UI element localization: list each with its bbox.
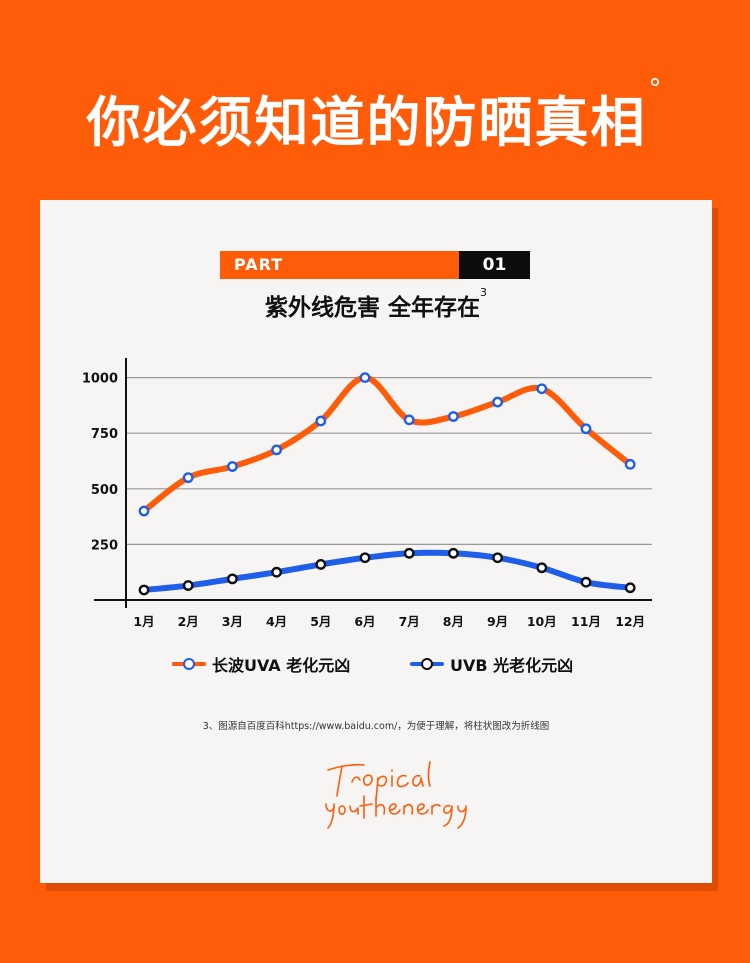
data-point-uvb-12 [624,582,636,594]
chart-title-text: 紫外线危害 全年存在 [264,295,480,321]
legend-swatch-uvb [410,657,444,671]
chart-title: 紫外线危害 全年存在3 [40,286,712,322]
legend-item-uva: 长波UVA 老化元凶 [172,652,350,676]
x-tick-label-5: 5月 [310,614,331,629]
title-degree-mark: ° [648,74,664,104]
y-tick-label-500: 500 [91,483,118,498]
data-point-uvb-1 [138,584,150,596]
content-card: PART 01 紫外线危害 全年存在3 1000 750 500 250 1月 2月 3月 4… [40,200,712,883]
data-point-uva-3 [226,461,238,472]
data-point-uva-7 [403,414,415,426]
x-tick-label-7: 7月 [399,614,420,629]
x-tick-label-9: 9月 [487,614,508,629]
part-label: PART [220,251,459,279]
data-point-uva-1 [138,505,150,517]
x-tick-label-2: 2月 [178,614,199,629]
data-point-uvb-7 [403,547,415,559]
legend-label-uvb: UVB 光老化元凶 [450,656,574,675]
series-line-uvb [141,549,634,593]
data-point-uva-10 [536,383,548,395]
legend-item-uvb: UVB 光老化元凶 [410,652,573,676]
data-point-uvb-6 [359,552,371,564]
part-number: 01 [459,251,530,279]
chart-legend: 长波UVA 老化元凶 UVB 光老化元凶 [40,652,712,678]
data-point-uva-11 [580,423,592,435]
page-title: 你必须知道的防晒真相° [0,74,750,157]
y-tick-label-250: 250 [91,538,118,553]
data-point-uvb-5 [315,559,327,570]
y-tick-label-750: 750 [91,427,118,442]
x-tick-label-8: 8月 [443,614,464,629]
data-point-uvb-2 [182,580,194,591]
series-line-uva [141,374,634,515]
data-point-uva-12 [624,458,636,470]
data-point-uvb-11 [580,576,592,588]
x-tick-label-11: 11月 [571,614,601,629]
data-point-uva-2 [182,472,194,484]
uv-line-chart: 1000 750 500 250 1月 2月 3月 4月 5月 6月 7月 8月 9月 10月 11月 12月 [82,358,652,629]
chart-title-footnote-mark: 3 [480,286,487,299]
data-point-uvb-10 [536,562,548,574]
data-point-uva-5 [315,415,327,427]
data-point-uvb-3 [226,573,238,585]
x-tick-label-6: 6月 [354,614,375,629]
page-title-text: 你必须知道的防晒真相 [86,91,647,154]
x-tick-label-10: 10月 [527,614,557,629]
data-point-uvb-4 [271,566,283,578]
x-tick-label-12: 12月 [615,614,645,629]
data-point-uva-6 [359,372,371,384]
tropical-signature-logo [325,761,467,829]
data-point-uva-4 [271,444,283,456]
legend-swatch-uva [172,657,206,671]
x-tick-label-1: 1月 [133,614,154,629]
data-point-uva-9 [492,396,503,408]
legend-label-uva: 长波UVA 老化元凶 [212,656,351,675]
x-tick-label-3: 3月 [222,614,243,629]
data-point-uvb-9 [492,552,503,564]
data-point-uva-8 [447,411,459,422]
x-tick-label-4: 4月 [266,614,287,629]
part-banner: PART 01 [220,251,530,279]
data-point-uvb-8 [447,547,459,559]
y-tick-label-1000: 1000 [82,372,118,387]
source-footnote: 3、图源自百度百科https://www.baidu.com/，为便于理解，将柱… [202,721,550,732]
